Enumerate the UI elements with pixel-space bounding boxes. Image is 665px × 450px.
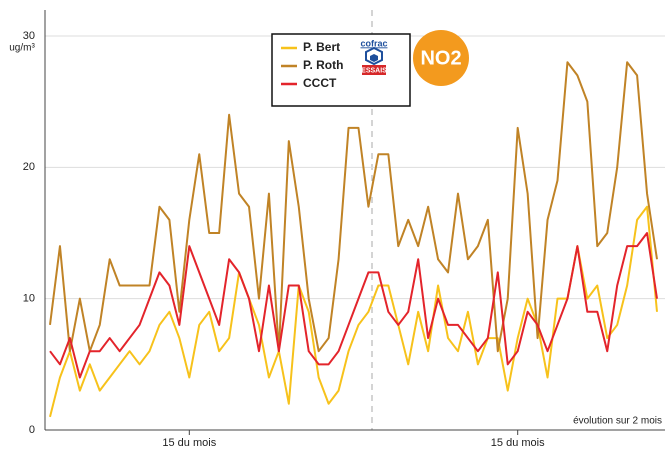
- badge: [413, 30, 469, 86]
- series-line: [49, 61, 658, 353]
- logo-icon: [365, 46, 383, 66]
- legend-box: [271, 33, 411, 107]
- y-axis-label: ug/m³: [9, 43, 35, 54]
- annotation: évolution sur 2 mois: [573, 416, 662, 427]
- logo-band: [362, 65, 386, 75]
- y-tick-label: 10: [23, 293, 35, 305]
- legend-label: P. Bert: [303, 40, 340, 54]
- badge-text: NO2: [420, 47, 461, 69]
- series-line: [49, 232, 658, 379]
- legend: P. Bert P. Roth CCCT cofrac ESSAIS: [271, 33, 411, 107]
- legend-label: P. Roth: [303, 58, 343, 72]
- y-tick-label: 30: [23, 30, 35, 42]
- legend-label: CCCT: [303, 76, 337, 90]
- legend-items: P. Bert P. Roth CCCT: [281, 40, 343, 90]
- x-tick-label: 15 du mois: [162, 437, 216, 449]
- x-tick-label: 15 du mois: [491, 437, 545, 449]
- logo-text: ESSAIS: [361, 67, 387, 74]
- series-line: [49, 205, 658, 418]
- y-tick-label: 20: [23, 161, 35, 173]
- y-tick-label: 0: [29, 424, 35, 436]
- plot: 0 10 20 30 15 du mois 15 du mois: [23, 10, 665, 449]
- logo-text: cofrac: [360, 38, 387, 48]
